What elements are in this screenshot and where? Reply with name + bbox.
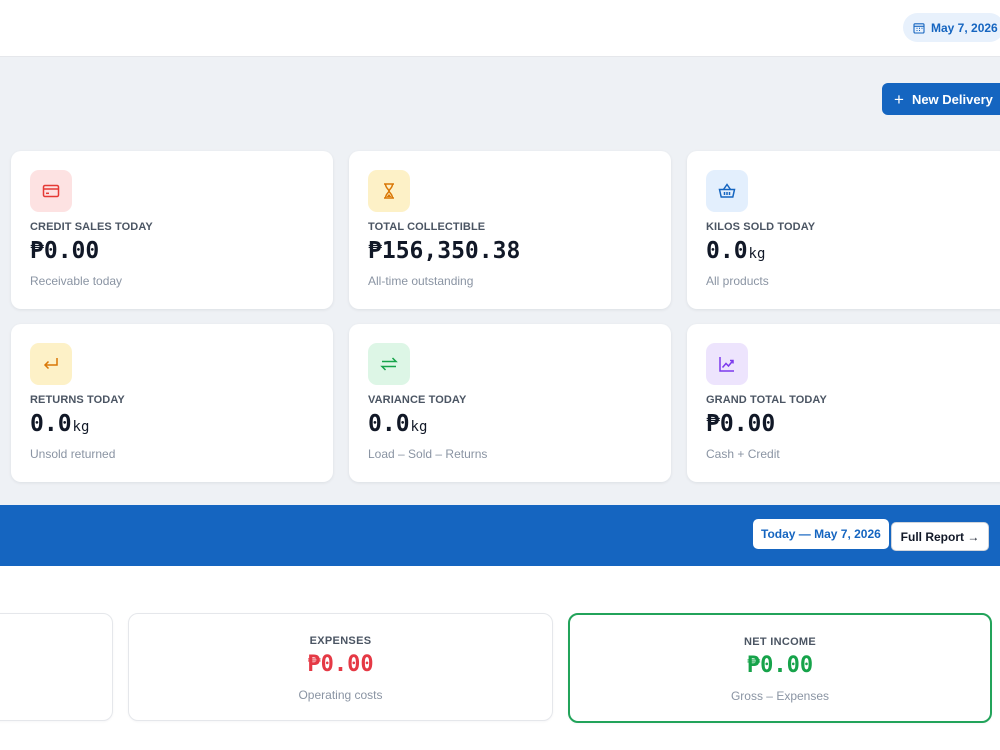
new-delivery-button[interactable]: + New Delivery: [882, 83, 1000, 115]
card-value: 0.0kg: [30, 411, 90, 437]
card-label: RETURNS TODAY: [30, 394, 125, 406]
card-label: GRAND TOTAL TODAY: [706, 394, 827, 406]
full-report-button[interactable]: Full Report →: [891, 522, 989, 551]
card-subtitle: Unsold returned: [30, 447, 116, 461]
card-subtitle: Cash + Credit: [706, 447, 780, 461]
card-subtitle: All products: [706, 274, 769, 288]
hourglass-icon: [368, 170, 410, 212]
basket-icon: [706, 170, 748, 212]
card-label: CREDIT SALES TODAY: [30, 221, 153, 233]
trend-chart-icon: [706, 343, 748, 385]
card-label: KILOS SOLD TODAY: [706, 221, 816, 233]
expenses-card: EXPENSES ₱0.00 Operating costs: [128, 613, 553, 721]
card-subtitle: Receivable today: [30, 274, 123, 288]
summary-card-partial: [0, 613, 113, 721]
calendar-icon: [913, 22, 925, 34]
card-value: ₱0.00: [30, 238, 100, 264]
top-bar: [0, 0, 1000, 57]
report-period-badge: Today — May 7, 2026: [753, 519, 889, 549]
card-label: TOTAL COLLECTIBLE: [368, 221, 486, 233]
card-value: ₱156,350.38: [368, 238, 521, 264]
stat-label: EXPENSES: [309, 635, 372, 647]
stat-subtitle: Operating costs: [298, 688, 383, 702]
net-income-card: NET INCOME ₱0.00 Gross – Expenses: [568, 613, 992, 723]
credit-card-icon: [30, 170, 72, 212]
total-collectible-card: TOTAL COLLECTIBLE ₱156,350.38 All-time o…: [349, 151, 671, 309]
stat-label: NET INCOME: [743, 636, 817, 648]
returns-card: RETURNS TODAY 0.0kg Unsold returned: [11, 324, 333, 482]
card-subtitle: All-time outstanding: [368, 274, 474, 288]
credit-sales-card: CREDIT SALES TODAY ₱0.00 Receivable toda…: [11, 151, 333, 309]
new-delivery-label: New Delivery: [911, 91, 993, 107]
plus-icon: +: [894, 89, 904, 109]
stat-value: ₱0.00: [746, 653, 814, 678]
card-value: ₱0.00: [706, 411, 776, 437]
stat-subtitle: Gross – Expenses: [730, 689, 830, 703]
card-subtitle: Load – Sold – Returns: [368, 447, 488, 461]
return-arrow-icon: [30, 343, 72, 385]
card-value: 0.0kg: [706, 238, 766, 264]
date-badge: May 7, 2026: [903, 13, 1000, 42]
date-text: May 7, 2026: [931, 20, 998, 35]
stat-value: ₱0.00: [307, 652, 374, 677]
grand-total-card: GRAND TOTAL TODAY ₱0.00 Cash + Credit: [687, 324, 1000, 482]
card-label: VARIANCE TODAY: [368, 394, 467, 406]
swap-arrows-icon: [368, 343, 410, 385]
kilos-sold-card: KILOS SOLD TODAY 0.0kg All products: [687, 151, 1000, 309]
variance-card: VARIANCE TODAY 0.0kg Load – Sold – Retur…: [349, 324, 671, 482]
card-value: 0.0kg: [368, 411, 428, 437]
